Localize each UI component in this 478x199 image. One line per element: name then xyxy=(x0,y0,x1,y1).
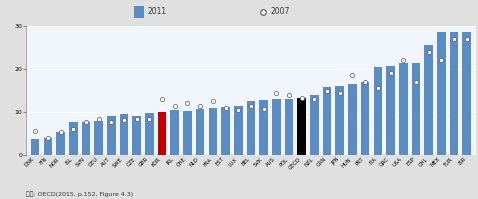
Bar xyxy=(69,122,77,155)
Bar xyxy=(374,67,382,155)
Bar xyxy=(134,6,144,18)
Bar xyxy=(297,98,306,155)
Bar xyxy=(437,32,445,155)
Bar xyxy=(221,107,230,155)
Text: 2007: 2007 xyxy=(270,7,290,17)
Bar xyxy=(183,111,192,155)
Bar xyxy=(348,84,357,155)
Bar xyxy=(56,132,65,155)
Bar xyxy=(450,32,458,155)
Bar xyxy=(107,116,116,155)
Bar xyxy=(272,99,281,155)
Bar xyxy=(336,86,344,155)
Bar xyxy=(171,110,179,155)
Bar xyxy=(462,32,471,155)
Bar xyxy=(424,45,433,155)
Bar xyxy=(247,101,255,155)
Bar xyxy=(145,113,154,155)
Bar xyxy=(120,114,128,155)
Bar xyxy=(132,116,141,155)
Bar xyxy=(361,82,369,155)
Bar xyxy=(412,62,420,155)
Bar xyxy=(399,62,408,155)
Bar xyxy=(234,106,242,155)
Bar xyxy=(285,99,293,155)
Bar xyxy=(94,121,103,155)
Bar xyxy=(386,65,395,155)
Bar xyxy=(323,87,331,155)
Bar xyxy=(208,108,217,155)
Bar xyxy=(82,122,90,155)
Bar xyxy=(260,100,268,155)
Bar xyxy=(310,95,319,155)
Bar xyxy=(43,138,52,155)
Bar xyxy=(158,112,166,155)
Bar xyxy=(31,139,40,155)
Text: 자료: OECD(2015, p.152, Figure 4.3): 자료: OECD(2015, p.152, Figure 4.3) xyxy=(26,191,133,197)
Text: 2011: 2011 xyxy=(147,7,166,17)
Bar xyxy=(196,109,205,155)
